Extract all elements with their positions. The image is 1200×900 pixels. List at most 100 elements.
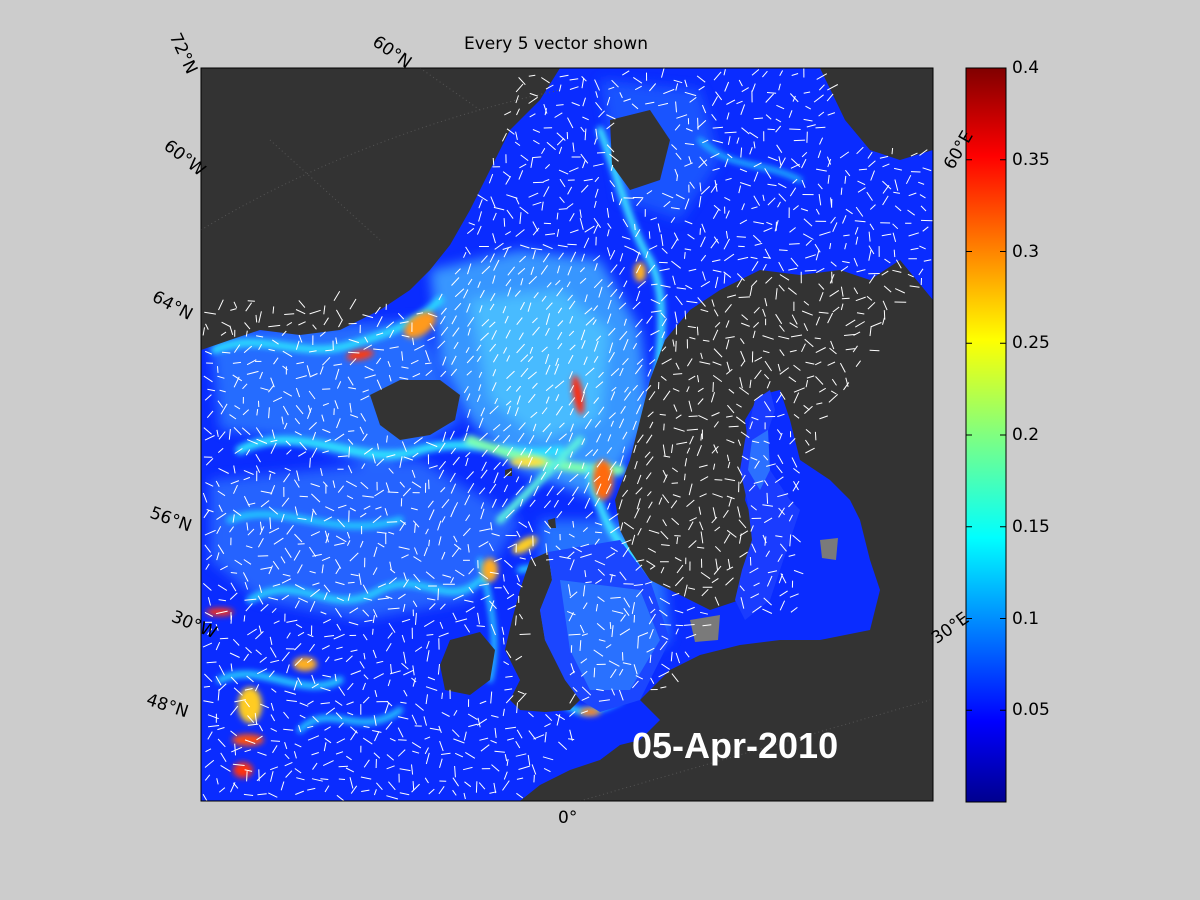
- velocity-vector: [516, 702, 518, 714]
- velocity-vector: [518, 613, 524, 620]
- velocity-vector: [688, 268, 697, 272]
- velocity-vector: [397, 749, 406, 757]
- velocity-vector: [765, 93, 774, 103]
- velocity-vector: [803, 323, 809, 332]
- velocity-vector: [203, 509, 210, 519]
- velocity-vector: [286, 699, 297, 702]
- velocity-vector: [611, 386, 617, 392]
- velocity-vector: [442, 356, 447, 366]
- velocity-vector: [894, 288, 906, 294]
- velocity-vector: [412, 677, 416, 687]
- velocity-vector: [256, 335, 264, 338]
- velocity-vector: [234, 743, 236, 756]
- velocity-vector: [892, 232, 897, 243]
- velocity-vector: [555, 394, 560, 402]
- velocity-vector: [687, 325, 696, 329]
- velocity-vector: [453, 535, 458, 543]
- velocity-vector: [764, 248, 771, 259]
- velocity-vector: [593, 667, 596, 678]
- velocity-vector: [322, 356, 331, 366]
- velocity-vector: [284, 761, 293, 767]
- velocity-vector: [739, 338, 745, 345]
- velocity-vector: [778, 249, 788, 251]
- velocity-vector: [580, 126, 585, 133]
- velocity-vector: [741, 203, 745, 211]
- velocity-vector: [792, 205, 799, 211]
- velocity-vector: [637, 280, 646, 289]
- velocity-vector: [568, 371, 573, 379]
- velocity-vector: [594, 176, 600, 183]
- velocity-vector: [726, 439, 735, 444]
- velocity-vector: [232, 638, 240, 646]
- velocity-vector: [767, 570, 778, 574]
- velocity-vector: [556, 229, 560, 237]
- velocity-vector: [817, 150, 822, 159]
- velocity-vector: [358, 573, 362, 585]
- velocity-vector: [429, 323, 436, 332]
- velocity-vector: [675, 628, 679, 635]
- velocity-vector: [711, 113, 717, 121]
- velocity-vector: [712, 361, 722, 366]
- velocity-vector: [684, 220, 693, 225]
- velocity-vector: [791, 73, 799, 76]
- velocity-vector: [567, 294, 573, 301]
- velocity-vector: [345, 767, 355, 773]
- velocity-vector: [294, 643, 302, 651]
- velocity-vector: [493, 461, 501, 470]
- velocity-vector: [360, 776, 372, 780]
- velocity-vector: [438, 725, 442, 733]
- velocity-vector: [544, 108, 547, 116]
- velocity-vector: [724, 303, 732, 313]
- velocity-vector: [579, 209, 582, 218]
- velocity-vector: [699, 611, 709, 615]
- velocity-vector: [596, 433, 602, 443]
- velocity-vector: [852, 345, 858, 353]
- velocity-vector: [504, 688, 513, 691]
- velocity-vector: [308, 422, 317, 430]
- velocity-vector: [558, 84, 562, 92]
- velocity-vector: [545, 396, 550, 404]
- velocity-vector: [546, 485, 554, 497]
- velocity-vector: [503, 247, 509, 258]
- velocity-vector: [477, 717, 481, 728]
- velocity-vector: [350, 670, 362, 675]
- velocity-vector: [334, 700, 343, 706]
- velocity-vector: [324, 737, 332, 744]
- velocity-vector: [635, 487, 643, 495]
- velocity-vector: [442, 574, 452, 578]
- velocity-vector: [637, 632, 649, 638]
- velocity-vector: [584, 418, 592, 430]
- velocity-vector: [268, 385, 274, 393]
- velocity-vector: [347, 682, 354, 691]
- velocity-vector: [309, 309, 321, 315]
- velocity-vector: [569, 229, 579, 234]
- velocity-vector: [753, 322, 760, 328]
- velocity-vector: [623, 608, 630, 616]
- velocity-vector: [311, 447, 318, 458]
- velocity-vector: [399, 321, 409, 324]
- velocity-vector: [505, 650, 512, 659]
- velocity-vector: [284, 547, 292, 558]
- velocity-vector: [207, 628, 213, 636]
- velocity-vector: [440, 370, 447, 378]
- velocity-vector: [607, 469, 613, 481]
- velocity-vector: [424, 777, 429, 784]
- velocity-vector: [556, 510, 563, 519]
- velocity-vector: [893, 249, 896, 258]
- colorbar-tick-label: 0.3: [1012, 241, 1040, 262]
- velocity-vector: [647, 491, 652, 497]
- velocity-vector: [403, 456, 414, 461]
- velocity-vector: [492, 444, 500, 453]
- velocity-vector: [203, 375, 213, 383]
- velocity-vector: [492, 212, 497, 221]
- velocity-vector: [580, 553, 592, 558]
- velocity-vector: [814, 243, 821, 253]
- velocity-vector: [713, 309, 719, 317]
- velocity-vector: [283, 711, 290, 719]
- velocity-vector: [386, 454, 396, 458]
- velocity-vector: [387, 491, 399, 493]
- velocity-vector: [815, 376, 824, 385]
- velocity-vector: [528, 192, 539, 198]
- velocity-vector: [255, 314, 258, 323]
- velocity-vector: [296, 777, 305, 781]
